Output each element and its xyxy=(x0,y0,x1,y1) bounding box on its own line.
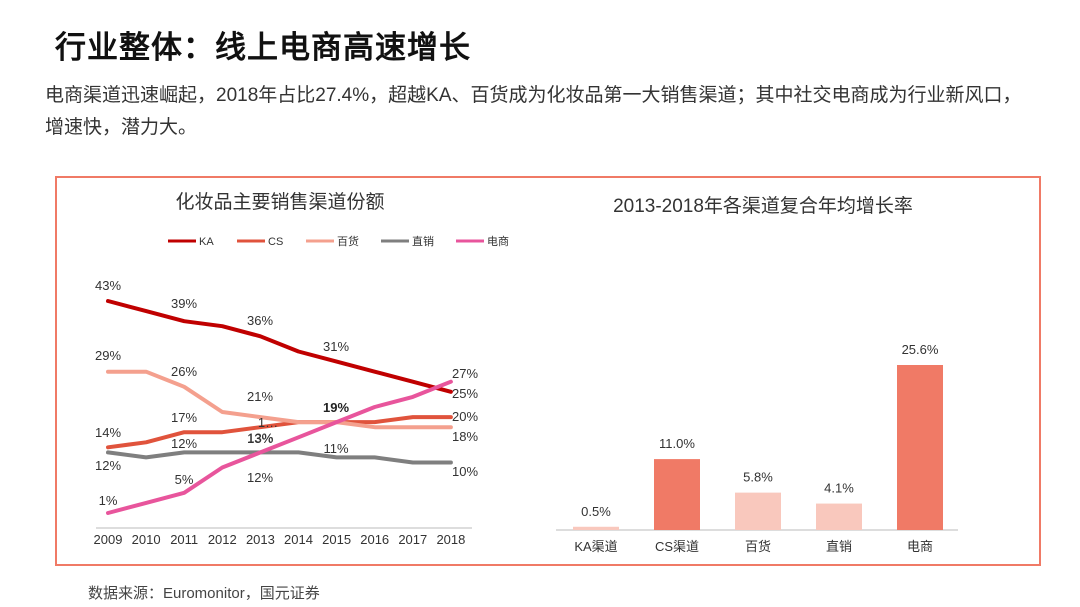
data-label: 31% xyxy=(323,339,349,354)
data-label-truncated: 1… xyxy=(258,415,278,430)
data-label: 18% xyxy=(452,429,478,444)
line-chart: 化妆品主要销售渠道份额 KA CS 百货 直销 电商 2009 2010 2011 2012 201… xyxy=(94,191,509,547)
bar-category-label: KA渠道 xyxy=(574,539,617,554)
data-label: 29% xyxy=(95,348,121,363)
data-label: 17% xyxy=(171,410,197,425)
data-label: 19% xyxy=(323,400,349,415)
legend-label-3: 直销 xyxy=(412,234,434,248)
series-line-1 xyxy=(106,415,453,450)
bar-value-label: 4.1% xyxy=(824,481,854,496)
data-label: 12% xyxy=(247,470,273,485)
line-x-tick: 2014 xyxy=(284,532,313,547)
bar-category-label: 百货 xyxy=(745,539,771,554)
series-line-2 xyxy=(106,369,453,430)
bar-category-label: 直销 xyxy=(826,539,852,554)
bar-value-label: 11.0% xyxy=(659,436,695,451)
bar-category-label: CS渠道 xyxy=(655,539,699,554)
data-label: 25% xyxy=(452,386,478,401)
data-label: 12% xyxy=(171,436,197,451)
bar-category-label: 电商 xyxy=(907,539,933,554)
page-title: 行业整体：线上电商高速增长 xyxy=(55,30,471,65)
bar-value-label: 5.8% xyxy=(743,470,773,485)
line-x-tick: 2017 xyxy=(398,532,427,547)
source-note: 数据来源：Euromonitor，国元证券 xyxy=(88,585,320,602)
data-label: 27% xyxy=(452,366,478,381)
line-x-tick: 2009 xyxy=(94,532,123,547)
data-label: 5% xyxy=(175,472,194,487)
data-label: 13% xyxy=(247,430,273,445)
chart-frame xyxy=(55,176,1041,566)
line-x-tick: 2016 xyxy=(360,532,389,547)
data-label: 11% xyxy=(323,441,348,456)
bar-0 xyxy=(573,526,619,530)
bar-value-label: 25.6% xyxy=(902,342,939,357)
line-x-tick: 2013 xyxy=(246,532,275,547)
data-label: 1% xyxy=(99,493,118,508)
line-x-tick: 2012 xyxy=(208,532,237,547)
legend-label-4: 电商 xyxy=(487,234,509,248)
data-label: 21% xyxy=(247,389,273,404)
line-x-tick: 2011 xyxy=(170,532,198,547)
line-x-tick: 2018 xyxy=(436,532,465,547)
series-line-0 xyxy=(106,299,453,394)
line-x-tick: 2015 xyxy=(322,532,351,547)
data-label: 20% xyxy=(452,409,478,424)
bar-3 xyxy=(816,503,862,530)
bar-4 xyxy=(897,365,943,530)
data-label: 39% xyxy=(171,296,197,311)
data-label: 26% xyxy=(171,364,197,379)
bar-chart-title: 2013-2018年各渠道复合年均增长率 xyxy=(613,195,913,217)
series-line-3 xyxy=(106,450,453,465)
page-subtitle: 电商渠道迅速崛起，2018年占比27.4%，超越KA、百货成为化妆品第一大销售渠… xyxy=(45,85,1022,138)
data-label: 43% xyxy=(95,278,121,293)
legend-label-0: KA xyxy=(199,236,214,248)
line-chart-title: 化妆品主要销售渠道份额 xyxy=(175,191,384,213)
bar-1 xyxy=(654,459,700,530)
legend-label-2: 百货 xyxy=(337,234,359,248)
data-label: 14% xyxy=(95,425,121,440)
series-line-4 xyxy=(106,379,453,515)
data-label: 36% xyxy=(247,313,273,328)
data-label: 10% xyxy=(452,464,478,479)
legend-label-1: CS xyxy=(268,236,283,248)
bar-value-label: 0.5% xyxy=(581,504,611,519)
data-label: 13% xyxy=(247,431,273,446)
bar-2 xyxy=(735,492,781,530)
data-label: 12% xyxy=(95,458,121,473)
bar-chart: 2013-2018年各渠道复合年均增长率 0.5% KA渠道 11.0% CS渠道 5.8… xyxy=(556,195,958,554)
line-x-tick: 2010 xyxy=(132,532,161,547)
